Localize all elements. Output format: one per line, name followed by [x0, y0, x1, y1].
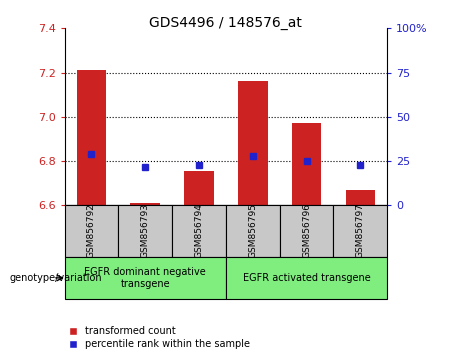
- Legend: transformed count, percentile rank within the sample: transformed count, percentile rank withi…: [70, 326, 250, 349]
- Bar: [130, 203, 160, 205]
- Text: EGFR activated transgene: EGFR activated transgene: [242, 273, 371, 283]
- Bar: [65, 257, 226, 299]
- Text: GSM856793: GSM856793: [141, 204, 150, 258]
- Bar: [226, 257, 387, 299]
- Bar: [292, 124, 321, 205]
- Bar: [346, 190, 375, 205]
- Text: GDS4496 / 148576_at: GDS4496 / 148576_at: [149, 16, 302, 30]
- Bar: [118, 205, 172, 257]
- Bar: [238, 81, 267, 205]
- Text: GSM856796: GSM856796: [302, 204, 311, 258]
- Text: GSM856795: GSM856795: [248, 204, 257, 258]
- Text: GSM856794: GSM856794: [195, 204, 203, 258]
- Bar: [333, 205, 387, 257]
- Bar: [226, 205, 280, 257]
- Bar: [65, 205, 118, 257]
- Bar: [172, 205, 226, 257]
- Text: genotype/variation: genotype/variation: [9, 273, 102, 283]
- Bar: [77, 70, 106, 205]
- Bar: [184, 171, 214, 205]
- Bar: [280, 205, 333, 257]
- Text: EGFR dominant negative
transgene: EGFR dominant negative transgene: [84, 267, 206, 289]
- Text: GSM856797: GSM856797: [356, 204, 365, 258]
- Text: GSM856792: GSM856792: [87, 204, 96, 258]
